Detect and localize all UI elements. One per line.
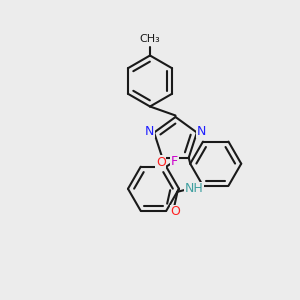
Text: NH: NH (184, 182, 203, 195)
Text: O: O (170, 206, 180, 218)
Text: CH₃: CH₃ (140, 34, 160, 44)
Text: F: F (171, 155, 178, 168)
Text: N: N (197, 124, 206, 137)
Text: O: O (156, 156, 166, 169)
Text: N: N (145, 124, 154, 137)
